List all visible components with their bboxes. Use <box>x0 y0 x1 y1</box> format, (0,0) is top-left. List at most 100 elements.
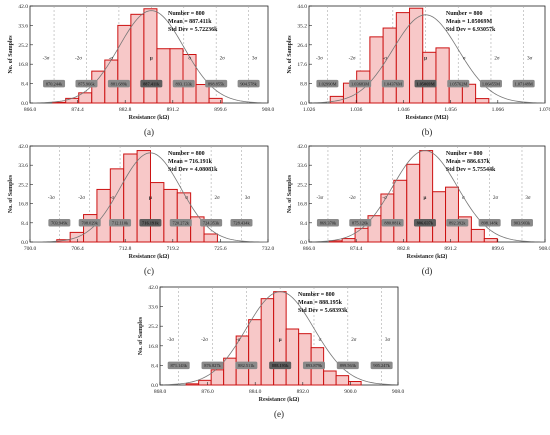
stat-stddev: Std Dev = 4.08081k <box>168 167 218 173</box>
stat-number: Number = 800 <box>446 11 483 17</box>
histogram-bar <box>380 193 395 243</box>
y-tick-label: 42.0 <box>18 144 28 150</box>
normal-curve <box>308 14 546 104</box>
x-tick-label: 700.0 <box>24 246 37 252</box>
sigma-symbol: σ <box>185 196 188 201</box>
x-tick-label: 884.0 <box>249 389 262 395</box>
sigma-value-box <box>78 219 101 227</box>
stat-mean: Mean = 887.411k <box>168 19 212 25</box>
normal-curve <box>29 10 269 104</box>
sigma-value-label: 905.247k <box>373 363 390 368</box>
y-tick-label: 8.4 <box>21 221 28 227</box>
histogram-bar <box>445 186 459 243</box>
stat-number: Number = 800 <box>298 292 335 298</box>
y-tick-label: 8.4 <box>300 221 307 227</box>
normal-curve <box>159 291 399 386</box>
y-tick-label: 42.0 <box>148 285 158 291</box>
sigma-symbol: -2σ <box>78 196 85 201</box>
histogram-bar <box>260 298 275 386</box>
histogram-bar <box>203 233 218 243</box>
x-tick-label: 1.046 <box>397 107 410 113</box>
x-tick-label: 874.4 <box>350 246 363 252</box>
histogram-bar <box>483 238 498 243</box>
histogram-bar <box>393 179 408 243</box>
y-tick-label: 35.2 <box>297 23 307 29</box>
sigma-symbol: 3σ <box>252 56 258 61</box>
stat-number: Number = 800 <box>168 151 205 157</box>
histogram-bar <box>298 333 312 386</box>
y-tick-label: 8.4 <box>151 363 158 369</box>
x-tick-label: 876.0 <box>201 389 214 395</box>
sigma-value-label: 876.827k <box>204 363 221 368</box>
x-tick-label: 866.0 <box>24 107 37 113</box>
sigma-value-box <box>107 79 130 88</box>
x-axis-title: Resistance (kΩ) <box>129 114 170 121</box>
histogram-bar <box>163 188 178 243</box>
y-tick-label: 0.0 <box>21 101 28 107</box>
sigma-value-label: 887.411k <box>143 81 160 86</box>
y-tick-label: 33.6 <box>148 305 158 311</box>
x-tick-label: 712.8 <box>119 246 132 252</box>
sigma-value-box <box>201 361 224 370</box>
sigma-value-box <box>510 219 533 227</box>
panel-label: (e) <box>274 409 284 419</box>
chart-panel-2: -3σ -2σ -σ μ σ 2σ 3σ 1.02990M 1.03683M 1.04376M 1.… <box>287 4 550 137</box>
histogram-bar <box>52 101 67 104</box>
sigma-symbol: 3σ <box>385 338 391 343</box>
x-axis-title: Resistance (MΩ) <box>406 114 449 121</box>
histogram-bar <box>65 97 80 104</box>
sigma-value-box <box>446 219 469 227</box>
sigma-value-box <box>381 219 404 227</box>
y-tick-label: 8.8 <box>300 82 307 88</box>
sigma-value-box <box>478 219 501 227</box>
x-tick-label: 1.056 <box>444 107 457 113</box>
x-tick-label: 908.0 <box>392 389 405 395</box>
x-tick-label: 882.8 <box>397 246 410 252</box>
sigma-value-label: 903.903k <box>514 221 531 226</box>
sigma-value-box <box>172 79 195 88</box>
sigma-value-box <box>414 79 437 88</box>
normal-curve <box>29 152 269 243</box>
y-axis-title: No. of Samples <box>287 174 293 213</box>
histogram-bar <box>176 192 192 243</box>
sigma-value-label: 1.03683M <box>351 81 369 86</box>
sigma-value-box <box>167 361 190 370</box>
stat-stddev: Std Dev = 6.93057k <box>446 27 496 33</box>
histogram-bar <box>185 383 200 386</box>
sigma-symbol: -2σ <box>349 56 356 61</box>
histogram-bar <box>475 98 490 104</box>
sigma-symbol: -3σ <box>43 56 50 61</box>
histogram-bar <box>335 375 350 386</box>
sigma-value-label: 1.06455M <box>482 81 500 86</box>
x-tick-label: 882.8 <box>119 107 132 113</box>
x-tick-label: 908.0 <box>262 107 275 113</box>
sigma-value-box <box>235 361 258 370</box>
histogram-bar <box>285 328 300 386</box>
histogram-bar <box>208 97 223 104</box>
chart-panel-1: -3σ -2σ -σ μ σ 2σ 3σ 870.244k 875.966k 881.689k 88… <box>8 4 274 137</box>
x-axis-title: Resistance (kΩ) <box>129 253 170 260</box>
stat-mean: Mean = 886.637k <box>446 159 491 165</box>
y-tick-label: 33.6 <box>18 163 28 169</box>
x-tick-label: 719.2 <box>167 246 180 252</box>
sigma-symbol: 3σ <box>527 56 533 61</box>
sigma-value-box <box>237 79 260 88</box>
sigma-value-box <box>205 79 228 88</box>
panel-label: (a) <box>144 127 154 137</box>
stat-mean: Mean = 1.05069M <box>446 19 493 25</box>
stat-mean: Mean = 716.191k <box>168 159 213 165</box>
histogram-bar <box>182 54 197 104</box>
histogram-bar <box>382 27 397 104</box>
sigma-value-label: 720.272k <box>173 221 190 226</box>
sigma-value-box <box>512 79 535 88</box>
histogram-bar <box>248 319 262 386</box>
sigma-value-label: 708.029k <box>81 221 98 226</box>
sigma-symbol: 3σ <box>245 196 251 201</box>
sigma-value-box <box>413 219 436 227</box>
x-tick-label: 900.0 <box>344 389 357 395</box>
histogram-bar <box>323 370 337 386</box>
sigma-symbol: 2σ <box>494 56 500 61</box>
sigma-value-label: 728.434k <box>233 221 250 226</box>
sigma-value-label: 880.881k <box>384 221 401 226</box>
